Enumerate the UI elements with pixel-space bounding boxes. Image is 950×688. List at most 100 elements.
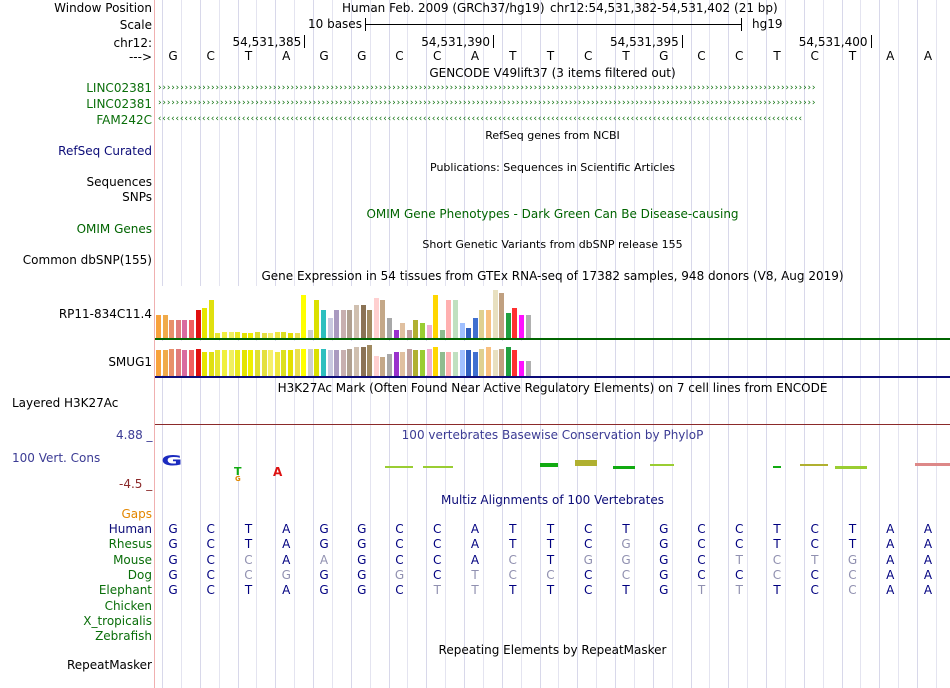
gtex-tissue-bar[interactable] — [222, 332, 227, 338]
gtex-tissue-bar[interactable] — [505, 347, 511, 376]
gtex-tissue-bar[interactable] — [486, 310, 491, 338]
gtex-tissue-bar[interactable] — [525, 315, 531, 338]
gencode-item-3-strand[interactable]: ‹‹‹‹‹‹‹‹‹‹‹‹‹‹‹‹‹‹‹‹‹‹‹‹‹‹‹‹‹‹‹‹‹‹‹‹‹‹‹‹… — [157, 115, 803, 123]
multiz-track-title[interactable]: Multiz Alignments of 100 Vertebrates — [440, 493, 665, 507]
gtex-tissue-bar[interactable] — [347, 349, 353, 376]
gtex-tissue-bar[interactable] — [340, 350, 346, 376]
gtex-tissue-bar[interactable] — [327, 350, 333, 376]
gtex-tissue-bar[interactable] — [156, 350, 161, 376]
conservation-logo[interactable]: G T G A — [155, 450, 950, 485]
gtex-tissue-bar[interactable] — [406, 330, 412, 338]
gtex-tissue-bar[interactable] — [479, 310, 485, 338]
h3k27ac-track-label[interactable]: Layered H3K27Ac — [12, 396, 119, 410]
strand-arrow-label[interactable]: ---> — [128, 50, 152, 64]
sequences-track-label[interactable]: Sequences — [86, 175, 152, 189]
species-label[interactable]: Mouse — [0, 553, 152, 567]
gtex-gene2-label[interactable]: SMUG1 — [108, 355, 152, 369]
gtex-tissue-bar[interactable] — [492, 350, 498, 376]
species-label[interactable]: X_tropicalis — [0, 614, 152, 628]
gtex-tissue-bar[interactable] — [387, 354, 392, 376]
gtex-tissue-bar[interactable] — [307, 330, 313, 338]
snps-track-label[interactable]: SNPs — [122, 190, 152, 204]
gtex-tissue-bar[interactable] — [268, 333, 274, 338]
gtex-tissue-bar[interactable] — [466, 350, 472, 376]
gtex-tissue-bar[interactable] — [420, 323, 425, 338]
refseq-track-title[interactable]: RefSeq genes from NCBI — [485, 129, 620, 142]
gtex-tissue-bar[interactable] — [274, 352, 280, 376]
gtex-tissue-bar[interactable] — [327, 318, 333, 338]
gtex-tissue-bar[interactable] — [169, 349, 175, 376]
omim-track-label[interactable]: OMIM Genes — [76, 222, 152, 236]
gtex-tissue-bar[interactable] — [189, 320, 194, 338]
gtex-tissue-bar[interactable] — [380, 300, 386, 338]
gtex-tissue-bar[interactable] — [453, 300, 458, 338]
gtex-tissue-bar[interactable] — [175, 320, 181, 338]
gtex-tissue-bar[interactable] — [274, 332, 280, 338]
repeatmasker-track-title[interactable]: Repeating Elements by RepeatMasker — [438, 643, 667, 657]
gtex-tissue-bar[interactable] — [413, 320, 419, 338]
gtex-tissue-bar[interactable] — [519, 315, 524, 338]
gtex-tissue-bar[interactable] — [268, 350, 274, 376]
gtex-tissue-bar[interactable] — [492, 290, 498, 338]
gtex-tissue-bar[interactable] — [162, 350, 168, 376]
gtex-tissue-bar[interactable] — [334, 350, 340, 376]
h3k27ac-track-title[interactable]: H3K27Ac Mark (Often Found Near Active Re… — [277, 381, 828, 395]
gtex-tissue-bar[interactable] — [235, 350, 241, 376]
gtex-tissue-bar[interactable] — [413, 350, 419, 376]
species-label[interactable]: Rhesus — [0, 537, 152, 551]
species-label[interactable]: Dog — [0, 568, 152, 582]
gtex-tissue-bar[interactable] — [228, 350, 234, 376]
gtex-tissue-bar[interactable] — [499, 293, 505, 338]
gtex-tissue-bar[interactable] — [189, 350, 194, 376]
gtex-tissue-bar[interactable] — [453, 352, 458, 376]
gtex-tissue-bar[interactable] — [479, 349, 485, 376]
gencode-track-title[interactable]: GENCODE V49lift37 (3 items filtered out) — [429, 66, 676, 80]
gtex-tissue-bar[interactable] — [354, 347, 359, 376]
gencode-item-1-strand[interactable]: ››››››››››››››››››››››››››››››››››››››››… — [157, 84, 816, 92]
gtex-tissue-bar[interactable] — [248, 333, 254, 338]
gtex-tissue-bar[interactable] — [433, 295, 439, 338]
gtex-tissue-bar[interactable] — [426, 325, 432, 338]
gtex-tissue-bar[interactable] — [281, 332, 287, 338]
gtex-tissue-bar[interactable] — [406, 349, 412, 376]
gtex-tissue-bar[interactable] — [400, 352, 406, 376]
gtex-tissue-bar[interactable] — [340, 310, 346, 338]
conservation-track-title[interactable]: 100 vertebrates Basewise Conservation by… — [401, 428, 704, 442]
gtex-tissue-bar[interactable] — [505, 313, 511, 338]
gtex-tissue-bar[interactable] — [301, 295, 307, 338]
gtex-tissue-bar[interactable] — [459, 323, 465, 338]
gtex-tissue-bar[interactable] — [446, 352, 452, 376]
gtex-tissue-bar[interactable] — [459, 350, 465, 376]
gtex-tissue-bar[interactable] — [294, 333, 300, 338]
conservation-track-label[interactable]: 100 Vert. Cons — [12, 451, 101, 465]
gtex-tissue-bar[interactable] — [255, 332, 260, 338]
gtex-tissue-bar[interactable] — [433, 347, 439, 376]
gtex-tissue-bar[interactable] — [360, 305, 366, 338]
gtex-tissue-bar[interactable] — [393, 352, 399, 376]
gtex-gene1-label[interactable]: RP11-834C11.4 — [58, 307, 152, 321]
gtex-tissue-bar[interactable] — [400, 323, 406, 338]
species-label[interactable]: Human — [0, 522, 152, 536]
gtex-tissue-bar[interactable] — [367, 345, 373, 376]
gtex-tissue-bar[interactable] — [162, 315, 168, 338]
gtex-tissue-bar[interactable] — [215, 350, 221, 376]
gtex-tissue-bar[interactable] — [360, 347, 366, 376]
gtex-tissue-bar[interactable] — [235, 332, 241, 338]
gtex-tissue-bar[interactable] — [281, 350, 287, 376]
gtex-tissue-bar[interactable] — [426, 349, 432, 376]
gtex-tissue-bar[interactable] — [182, 350, 188, 376]
gencode-item-1[interactable]: LINC02381 — [86, 81, 152, 95]
gtex-tissue-bar[interactable] — [314, 300, 320, 338]
gtex-tissue-bar[interactable] — [367, 310, 373, 338]
gtex-tissue-bar[interactable] — [288, 350, 293, 376]
gtex-tissue-bar[interactable] — [261, 350, 267, 376]
gtex-tissue-bar[interactable] — [175, 349, 181, 376]
gtex-tissue-bar[interactable] — [499, 349, 505, 376]
omim-track-title[interactable]: OMIM Gene Phenotypes - Dark Green Can Be… — [366, 207, 739, 221]
gtex-tissue-bar[interactable] — [222, 350, 227, 376]
gtex-tissue-bar[interactable] — [439, 330, 445, 338]
species-label[interactable]: Zebrafish — [0, 629, 152, 643]
gtex-tissue-bar[interactable] — [420, 350, 425, 376]
gtex-tissue-bar[interactable] — [472, 318, 478, 338]
gtex-tissue-bar[interactable] — [208, 300, 214, 338]
